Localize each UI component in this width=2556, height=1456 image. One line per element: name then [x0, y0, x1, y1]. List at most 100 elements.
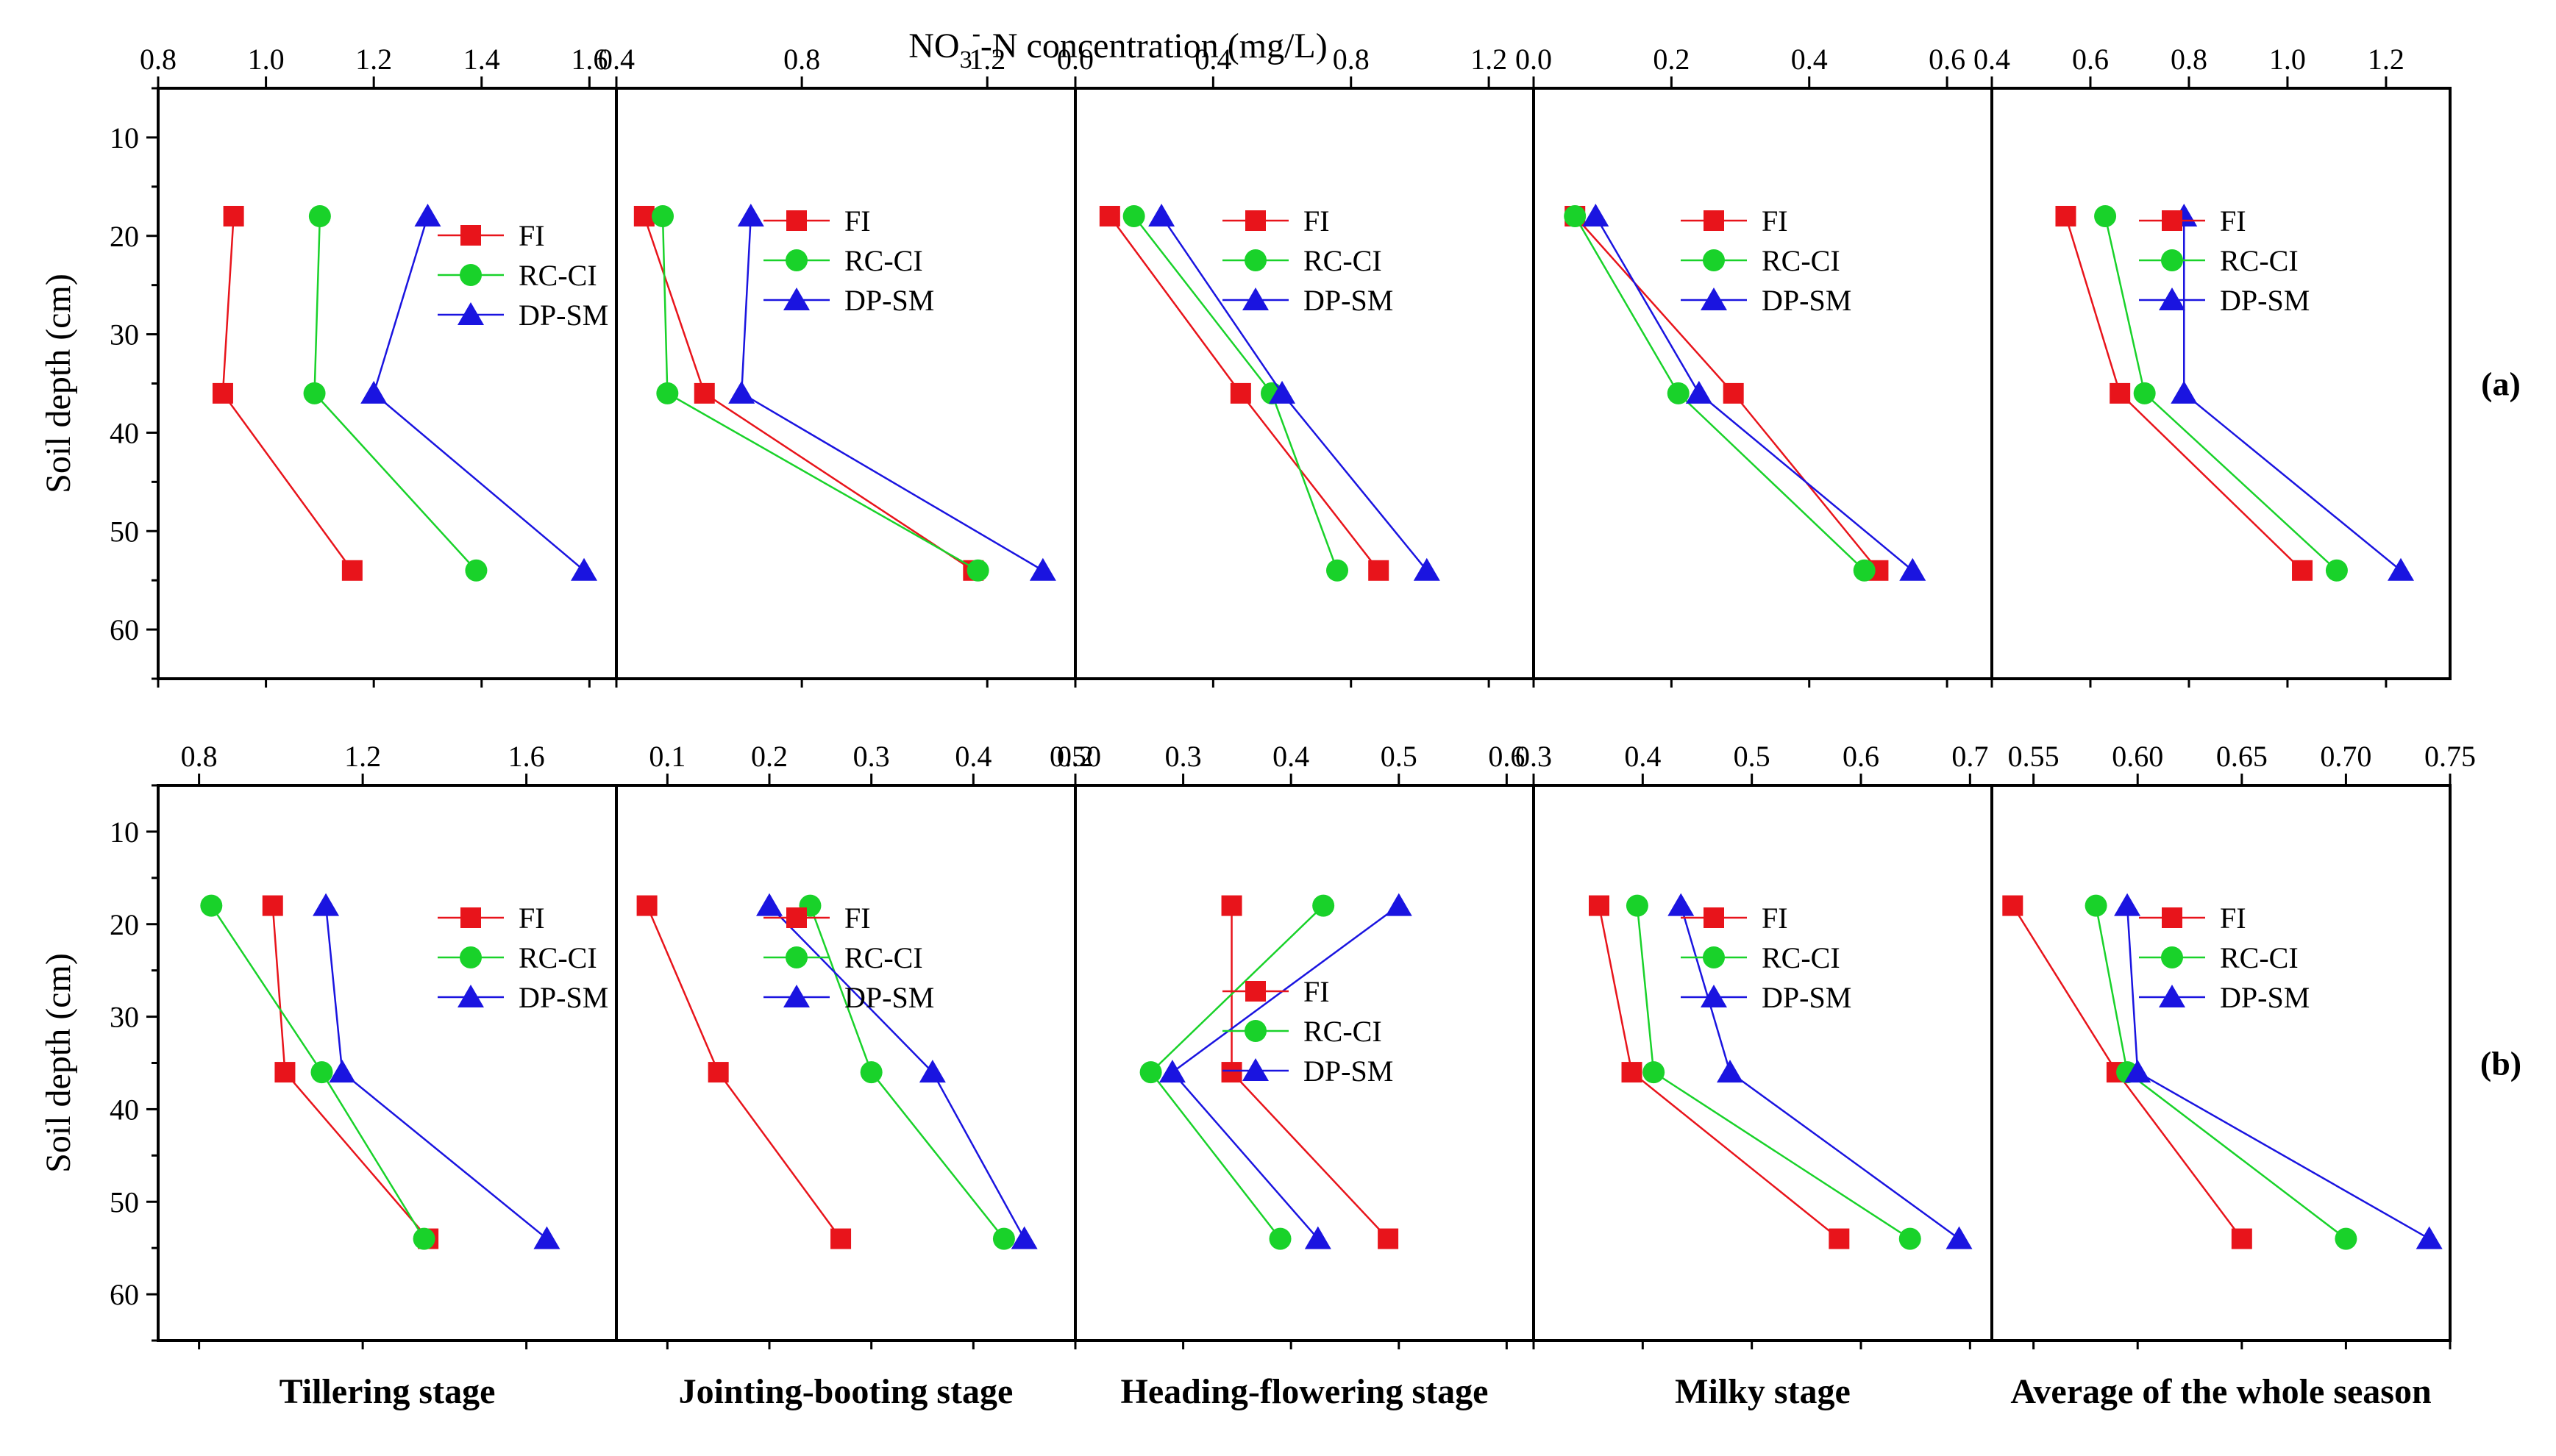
legend: FI RC-CI DP-SM [763, 204, 934, 317]
legend-label: DP-SM [844, 981, 934, 1014]
y-tick-label: 30 [110, 1001, 139, 1034]
legend-marker-RC-CI [1703, 249, 1725, 271]
point-DP-SM [1385, 893, 1412, 916]
point-DP-SM [329, 1060, 356, 1083]
panel: 0.8 1.2 1.6 FI RC-CI DP-SM [157, 740, 618, 1349]
y-tick-label: 50 [110, 1185, 139, 1218]
legend-marker-FI [1245, 981, 1266, 1002]
point-FI [2110, 382, 2131, 404]
legend-label: FI [519, 219, 545, 252]
stage-label: Milky stage [1675, 1372, 1851, 1411]
legend-marker-RC-CI [1703, 946, 1725, 968]
panel: 0.0 0.2 0.4 0.6 FI RC-CI DP-SM [1515, 43, 1993, 688]
legend-label: RC-CI [1303, 244, 1382, 277]
y-tick-label: 40 [110, 416, 139, 449]
legend-marker-DP-SM [783, 985, 810, 1007]
x-tick-label: 0.5 [1381, 740, 1417, 773]
point-FI [1099, 205, 1120, 226]
x-tick-label: 0.3 [1165, 740, 1202, 773]
x-tick-label: 0.8 [2171, 43, 2207, 76]
row-label: (b) [2480, 1045, 2521, 1082]
legend-marker-DP-SM [1701, 288, 1727, 310]
point-DP-SM [1413, 557, 1440, 581]
legend-marker-DP-SM [1701, 985, 1727, 1007]
series-line-FI [271, 905, 430, 1240]
point-DP-SM [1269, 380, 1296, 404]
point-DP-SM [2124, 1060, 2151, 1083]
point-FI [212, 382, 233, 404]
y-tick-label: 60 [110, 613, 139, 646]
y-tick-label: 40 [110, 1093, 139, 1126]
point-FI [830, 1228, 852, 1249]
x-tick-label: 0.4 [1624, 740, 1661, 773]
legend-label: FI [1303, 204, 1330, 238]
x-tick-label: 0.4 [1195, 43, 1231, 76]
legend-label: FI [844, 204, 871, 238]
point-RC-CI [1326, 559, 1348, 582]
x-tick-label: 0.0 [1515, 43, 1552, 76]
stage-label: Heading-flowering stage [1121, 1372, 1489, 1411]
point-DP-SM [1899, 557, 1926, 581]
point-FI [262, 895, 283, 916]
panel: 0.4 0.8 1.2 FI RC-CI DP-SM [598, 43, 1077, 688]
x-tick-label: 0.6 [1929, 43, 1965, 76]
point-FI [694, 382, 715, 404]
point-DP-SM [756, 893, 783, 916]
point-DP-SM [1158, 1060, 1186, 1083]
legend-marker-RC-CI [786, 946, 808, 968]
legend-marker-RC-CI [786, 249, 808, 271]
legend: FI RC-CI DP-SM [1222, 975, 1393, 1088]
panel-frame [1532, 784, 1993, 1342]
panel: 0.0 0.4 0.8 1.2 FI RC-CI DP-SM [1057, 43, 1535, 688]
x-tick-label: 0.6 [2072, 43, 2109, 76]
point-RC-CI [1642, 1061, 1665, 1084]
series-line-DP-SM [1595, 215, 1914, 571]
point-RC-CI [992, 1227, 1015, 1250]
x-tick-label: 0.75 [2424, 740, 2476, 773]
x-tick-label: 1.6 [571, 43, 608, 76]
point-FI [633, 205, 655, 226]
x-tick-label: 0.2 [1653, 43, 1690, 76]
panel: 0.4 0.6 0.8 1.0 1.2 FI RC-CI DP-SM [1973, 43, 2452, 688]
x-tick-label: 0.55 [2008, 740, 2060, 773]
legend-label: FI [1762, 902, 1788, 935]
x-tick-label: 0.8 [783, 43, 820, 76]
legend-marker-FI [2162, 210, 2182, 231]
point-RC-CI [1564, 204, 1587, 227]
y-tick-label: 60 [110, 1278, 139, 1311]
series-line-DP-SM [1161, 215, 1428, 571]
point-RC-CI [1667, 382, 1690, 404]
legend: FI RC-CI DP-SM [763, 902, 934, 1014]
legend-marker-FI [460, 225, 481, 246]
point-RC-CI [465, 559, 488, 582]
point-DP-SM [2388, 557, 2415, 581]
y-axis-title: Soil depth (cm) [39, 953, 78, 1173]
point-DP-SM [1011, 1226, 1038, 1249]
point-DP-SM [1717, 1060, 1743, 1083]
panel-frame [615, 784, 1077, 1342]
legend-marker-FI [1704, 907, 1724, 928]
x-tick-label: 1.6 [508, 740, 545, 773]
legend-label: RC-CI [1762, 941, 1840, 974]
legend-label: RC-CI [844, 941, 923, 974]
point-DP-SM [737, 203, 764, 226]
legend-marker-FI [1704, 210, 1724, 231]
legend-label: DP-SM [519, 981, 608, 1014]
legend-marker-DP-SM [2159, 985, 2185, 1007]
stage-label: Jointing-booting stage [679, 1372, 1014, 1411]
panel-frame [1532, 87, 1993, 680]
legend-marker-FI [786, 210, 807, 231]
legend-label: FI [519, 902, 545, 935]
point-RC-CI [303, 382, 326, 404]
panel: 0.55 0.60 0.65 0.70 0.75 FI RC-CI DP-SM [1990, 740, 2476, 1349]
x-tick-label: 0.4 [1791, 43, 1828, 76]
row-label: (a) [2481, 365, 2521, 403]
x-tick-label: 0.2 [751, 740, 788, 773]
legend-label: RC-CI [519, 941, 597, 974]
point-DP-SM [1304, 1226, 1331, 1249]
x-tick-label: 0.8 [140, 43, 177, 76]
x-tick-label: 1.2 [969, 43, 1005, 76]
x-tick-label: 0.7 [1951, 740, 1988, 773]
x-tick-label: 0.3 [853, 740, 890, 773]
